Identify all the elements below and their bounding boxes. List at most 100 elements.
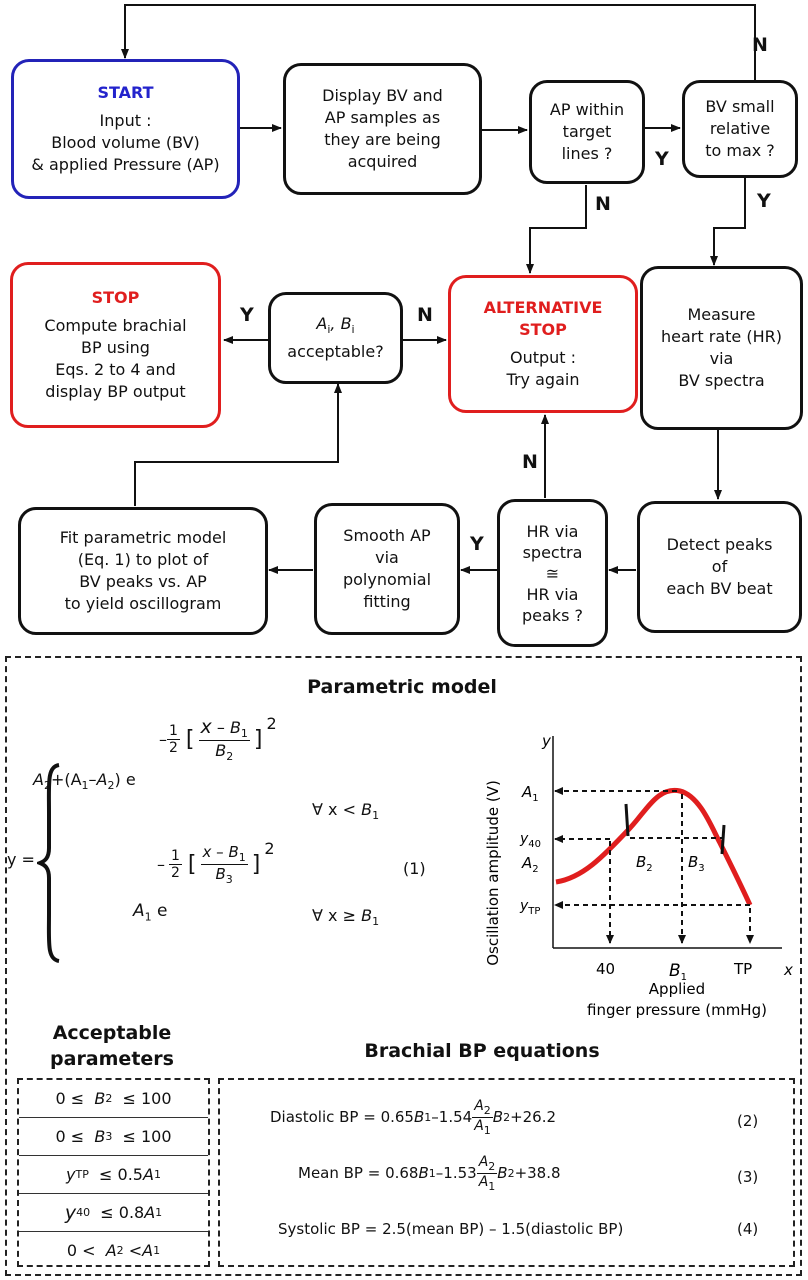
diastolic-equation: Diastolic BP = 0.65 B 1 –1.54 A2 A1 B 2 +26.2	[270, 1098, 557, 1137]
b-symbol: , B	[330, 313, 352, 333]
ap-to-alt-arrow	[526, 185, 587, 274]
tick-a2: A2	[521, 854, 539, 875]
brachial-bp-title: Brachial BP equations	[364, 1040, 600, 1062]
start-box: START Input : Blood volume (BV) & applie…	[11, 59, 240, 199]
tick-ytp: yTP	[519, 898, 540, 917]
stop-line: display BP output	[45, 382, 186, 401]
mean-label: Mean BP = 0.68	[298, 1164, 419, 1183]
start-line: & applied Pressure (AP)	[31, 155, 220, 174]
stop-line: Compute brachial	[44, 316, 187, 335]
x-label-1: Applied	[649, 980, 705, 998]
sub-i: i	[327, 323, 331, 337]
acceptable-title-line: Acceptable	[52, 1022, 172, 1044]
mean-equation: Mean BP = 0.68 B 1 –1.53 A2 A1 B 2 +38.8	[298, 1154, 561, 1193]
detect-line: Detect peaks	[666, 535, 773, 554]
x-tick-40: 40	[596, 960, 615, 978]
y-var: y	[541, 732, 552, 750]
detect-line: each BV beat	[666, 579, 773, 598]
start-heading: START	[97, 83, 154, 102]
label-n-ap: N	[595, 193, 611, 215]
detect-peaks-box: Detect peaks of each BV beat	[637, 501, 802, 633]
hr-line: Measure	[687, 305, 756, 324]
forall2-text: ∀ x ≥	[312, 906, 362, 925]
case1-base: A2+(A1–A2) e	[33, 770, 136, 793]
compare-line: HR via	[526, 584, 579, 604]
label-y-bv: Y	[757, 190, 771, 212]
label-y-ap: Y	[655, 148, 669, 170]
display-line: they are being	[324, 130, 441, 149]
diastolic-end: +26.2	[510, 1108, 557, 1127]
stop-line: BP using	[81, 338, 150, 357]
hr-compare-box: HR via spectra ≅ HR via peaks ?	[497, 499, 608, 647]
diastolic-mid: –1.54	[431, 1108, 473, 1127]
sub-i: i	[351, 323, 355, 337]
fit-to-acc-arrow	[134, 383, 342, 506]
bv-to-hr-arrow	[710, 178, 746, 266]
fit-line: BV peaks vs. AP	[79, 572, 207, 591]
y-axis-label: Oscillation amplitude (V)	[484, 780, 502, 966]
stop-heading: STOP	[91, 288, 140, 307]
mean-end: +38.8	[514, 1164, 561, 1183]
smooth-line: polynomial	[342, 570, 432, 589]
alt-stop-heading: ALTERNATIVE STOP	[484, 297, 603, 341]
hr-line: BV spectra	[678, 371, 765, 390]
alt-line: Try again	[506, 370, 580, 389]
display-line: AP samples as	[324, 108, 441, 127]
acceptable-line-2: acceptable?	[287, 342, 384, 362]
brace	[37, 763, 60, 963]
fit-model-box: Fit parametric model (Eq. 1) to plot of …	[18, 507, 268, 635]
hr-line: heart rate (HR)	[661, 327, 782, 346]
compare-line: spectra	[522, 542, 583, 562]
compare-line: HR via	[526, 521, 579, 541]
bv-line: BV small	[705, 97, 775, 116]
measure-hr-box: Measure heart rate (HR) via BV spectra	[640, 266, 803, 430]
x-tick-tp: TP	[733, 960, 752, 978]
smooth-line: via	[375, 548, 399, 567]
alt-line: Output :	[509, 348, 577, 367]
ap-within-box: AP within target lines ?	[529, 80, 645, 184]
inner-b3: B3	[688, 853, 705, 874]
alt-heading-line: ALTERNATIVE	[483, 298, 603, 317]
display-line: acquired	[347, 152, 418, 171]
compare-line: peaks ?	[522, 605, 583, 625]
start-line: Input :	[99, 111, 152, 130]
bv-small-box: BV small relative to max ?	[682, 80, 798, 178]
eq3-number: (3)	[737, 1168, 759, 1186]
loop-arrow	[121, 4, 756, 80]
param-row: y TP ≤ 0.5 A 1	[19, 1156, 208, 1194]
acceptable-line-1: Ai, Bi	[316, 313, 354, 341]
bv-line: to max ?	[705, 141, 775, 160]
fit-line: (Eq. 1) to plot of	[77, 550, 209, 569]
case1-base-text: +(A	[50, 770, 82, 789]
detect-line: of	[711, 557, 728, 576]
case1-condition: ∀ x < B1	[312, 800, 380, 823]
param-row: y 40 ≤ 0.8 A 1	[19, 1194, 208, 1232]
bv-line: relative	[709, 119, 771, 138]
diastolic-label: Diastolic BP = 0.65	[270, 1108, 414, 1127]
x-var: x	[783, 961, 793, 979]
label-n-compare: N	[522, 451, 538, 473]
stop-box: STOP Compute brachial BP using Eqs. 2 to…	[10, 262, 221, 428]
smooth-line: fitting	[363, 592, 411, 611]
eq1-number: (1)	[403, 859, 426, 878]
start-line: Blood volume (BV)	[51, 133, 200, 152]
flowchart-connectors	[121, 4, 756, 574]
display-box: Display BV and AP samples as they are be…	[283, 63, 482, 195]
alternative-stop-box: ALTERNATIVE STOP Output : Try again	[448, 275, 638, 413]
smooth-ap-box: Smooth AP via polynomial fitting	[314, 503, 460, 635]
acceptable-title: Acceptable parameters	[17, 1020, 207, 1072]
oscillogram-graph: Oscillation amplitude (V) y A1 y40 A2 yT…	[484, 732, 793, 1019]
ap-line: lines ?	[561, 144, 613, 163]
inner-b2: B2	[636, 853, 653, 874]
display-line: Display BV and	[322, 86, 443, 105]
forall1-text: ∀ x <	[312, 800, 362, 819]
acceptable-box: Ai, Bi acceptable?	[268, 292, 403, 384]
parametric-model-title: Parametric model	[307, 676, 497, 698]
fit-line: Fit parametric model	[59, 528, 227, 547]
x-label-2: finger pressure (mmHg)	[587, 1001, 767, 1019]
